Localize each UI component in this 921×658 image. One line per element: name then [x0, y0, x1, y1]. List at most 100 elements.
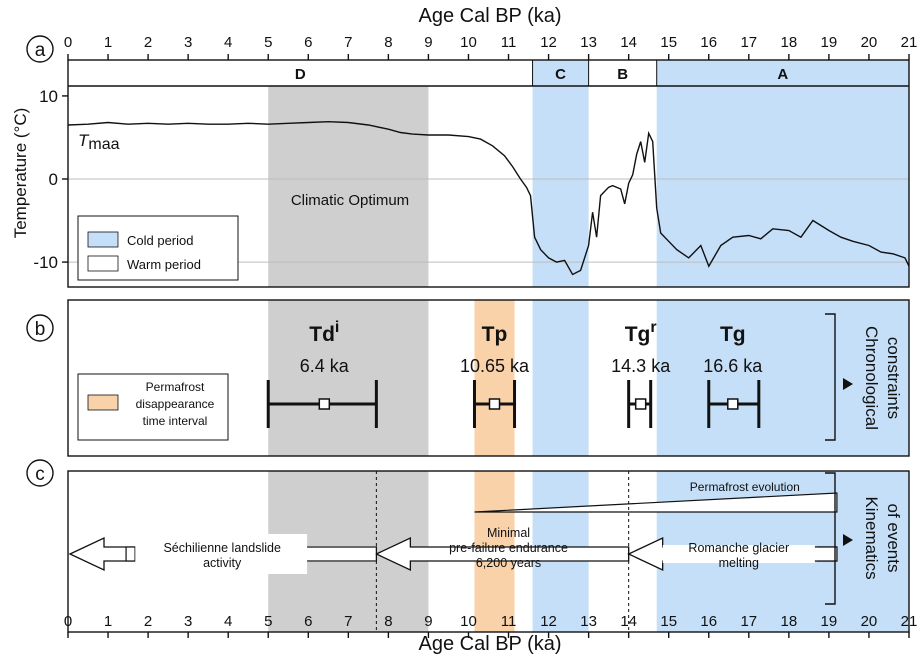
panel-a-y-axis-title: Temperature (°C): [11, 108, 30, 239]
constraint-Tgr-name: Tgr: [625, 319, 657, 346]
bottom-tick-label: 16: [700, 613, 717, 630]
bottom-tick-label: 13: [580, 613, 597, 630]
constraint-Tgr: 14.3 ka Tgr: [611, 319, 671, 428]
bottom-tick-label: 15: [660, 613, 677, 630]
top-tick-label: 8: [384, 34, 392, 51]
top-tick-label: 21: [901, 34, 918, 51]
top-tick-label: 6: [304, 34, 312, 51]
top-tick-label: 16: [700, 34, 717, 51]
svg-text:b: b: [35, 319, 46, 340]
legend-permafrost-line3: time interval: [143, 414, 208, 428]
bottom-tick-label: 12: [540, 613, 557, 630]
constraint-Tdi-center: [318, 398, 331, 410]
top-tick-label: 1: [104, 34, 112, 51]
bottom-tick-label: 17: [740, 613, 757, 630]
panel-a-shade-cold-2: [656, 60, 909, 287]
top-tick-label: 7: [344, 34, 352, 51]
endurance-label-line-1: Minimal: [487, 526, 530, 540]
bottom-axis-title: Age Cal BP (ka): [418, 633, 561, 655]
panel-b-shade-cold-2: [656, 300, 909, 456]
kinematics-label-line2: of events: [884, 504, 903, 573]
top-tick-label: 13: [580, 34, 597, 51]
bottom-tick-label: 2: [144, 613, 152, 630]
constraint-Tgr-value: 14.3 ka: [611, 356, 671, 376]
bottom-tick-label: 1: [104, 613, 112, 630]
top-tick-label: 3: [184, 34, 192, 51]
period-A-label: A: [777, 66, 788, 83]
top-tick-label: 0: [64, 34, 72, 51]
landslide-label-line-2: activity: [203, 556, 242, 570]
top-tick-label: 5: [264, 34, 272, 51]
bottom-tick-label: 5: [264, 613, 272, 630]
legend-warm-swatch: [87, 255, 119, 272]
bottom-tick-label: 9: [424, 613, 432, 630]
top-tick-label: 4: [224, 34, 232, 51]
legend-permafrost-line1: Permafrost: [146, 380, 205, 394]
glacier-label-line-2: melting: [719, 556, 759, 570]
top-tick-label: 14: [620, 34, 637, 51]
top-tick-label: 18: [781, 34, 798, 51]
bottom-tick-label: 18: [781, 613, 798, 630]
landslide-arrow-gap-mark: [125, 546, 136, 562]
landslide-arrow-body: [306, 546, 376, 562]
legend-cold-swatch: [87, 231, 119, 248]
tmaa-series-label: Tmaa: [78, 131, 120, 153]
bottom-tick-label: 7: [344, 613, 352, 630]
bottom-tick-label: 19: [821, 613, 838, 630]
panel-b-shade-cold-1: [532, 300, 589, 456]
bottom-tick-label: 4: [224, 613, 232, 630]
climatic-optimum-label: Climatic Optimum: [291, 192, 409, 209]
period-C-fill: [532, 60, 589, 86]
bottom-tick-label: 10: [460, 613, 477, 630]
top-axis-title: Age Cal BP (ka): [418, 5, 561, 27]
constraint-Tdi-value: 6.4 ka: [300, 356, 350, 376]
panel-c-events: Permafrost evolution Séchilienne landslid…: [26, 459, 910, 633]
bottom-tick-label: 20: [861, 613, 878, 630]
constraint-Tg-center: [727, 398, 739, 410]
tmaa-series-line: [67, 120, 910, 276]
top-tick-label: 17: [740, 34, 757, 51]
endurance-label-line-2: pre-failure endurance: [449, 541, 568, 555]
constraint-Tg-name: Tg: [720, 323, 746, 346]
period-D-label: D: [295, 66, 306, 83]
legend-permafrost-line2: disappearance: [136, 397, 215, 411]
endurance-label-line-3: 6,200 years: [476, 556, 541, 570]
panel-b-letter: b: [26, 314, 54, 342]
bottom-tick-label: 8: [384, 613, 392, 630]
top-tick-label: 12: [540, 34, 557, 51]
panel-a-letter: a: [26, 35, 54, 63]
panel-a-shade-cold-1: [532, 60, 589, 287]
svg-text:c: c: [35, 464, 45, 485]
constraint-Tdi-name: Tdi: [309, 319, 339, 346]
y-tick-label: 10: [39, 87, 58, 106]
top-tick-label: 19: [821, 34, 838, 51]
panel-b-constraints: 6.4 ka Tdi 10.65 ka Tp 14.3 ka Tgr 16.6 ka Tg P…: [26, 299, 910, 457]
period-B-label: B: [617, 66, 628, 83]
constraint-Tdi: 6.4 ka Tdi: [266, 319, 378, 428]
permafrost-wedge: [474, 492, 838, 513]
y-tick-label: -10: [33, 253, 58, 272]
glacier-label-line-1: Romanche glacier: [688, 541, 789, 555]
constraint-Tp-name: Tp: [482, 323, 508, 346]
glacier-arrow-tail: [816, 546, 838, 562]
constraint-Tp-center: [488, 398, 501, 410]
landslide-label-line-1: Séchilienne landslide: [163, 541, 280, 555]
panel-a-legend: Cold period Warm period: [77, 215, 239, 281]
top-tick-label: 2: [144, 34, 152, 51]
top-tick-label: 20: [861, 34, 878, 51]
bottom-tick-label: 6: [304, 613, 312, 630]
panel-b-shade-permafrost-3: [474, 300, 515, 456]
legend-cold-label: Cold period: [127, 233, 194, 248]
top-tick-label: 11: [501, 34, 517, 51]
landslide-label-bg: [136, 534, 308, 574]
constraint-Tg-value: 16.6 ka: [703, 356, 763, 376]
period-A-fill: [656, 60, 909, 86]
legend-warm-label: Warm period: [127, 257, 201, 272]
top-tick-label: 15: [660, 34, 677, 51]
bottom-tick-label: 3: [184, 613, 192, 630]
constraint-Tp: 10.65 ka Tp: [460, 323, 530, 428]
y-tick-label: 0: [49, 170, 58, 189]
svg-text:a: a: [35, 40, 46, 61]
constraint-Tg: 16.6 ka Tg: [703, 323, 763, 428]
